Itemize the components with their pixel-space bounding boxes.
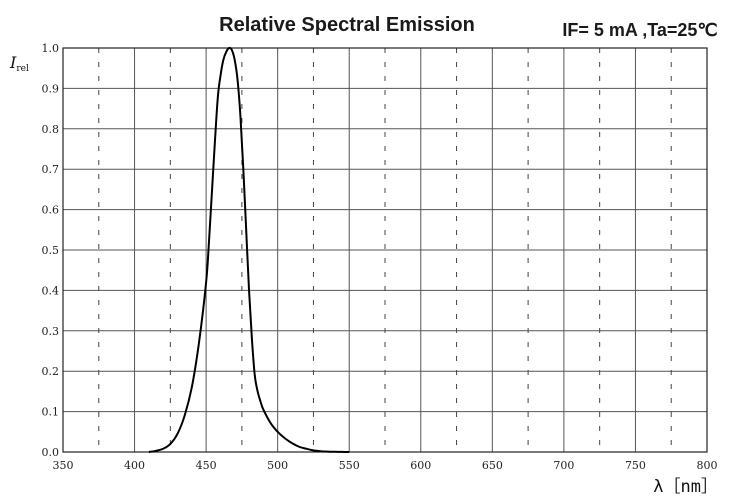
x-tick-label: 750 (625, 459, 646, 472)
x-tick-label: 350 (53, 459, 74, 472)
x-tick-label: 600 (410, 459, 431, 472)
x-tick-label: 650 (482, 459, 503, 472)
chart-subtitle: IF= 5 mA ,Ta=25℃ (562, 20, 717, 40)
y-tick-label: 0.7 (42, 163, 60, 176)
x-tick-label: 550 (339, 459, 360, 472)
x-axis-label: λ［nm］ (653, 477, 718, 497)
y-tick-label: 0.3 (42, 325, 60, 338)
y-tick-labels: 0.0 0.1 0.2 0.3 0.4 0.5 0.6 0.7 0.8 0.9 1.0 (42, 42, 60, 459)
y-axis-label-sub: rel (16, 64, 29, 74)
y-tick-label: 0.8 (42, 123, 60, 136)
y-tick-label: 0.9 (42, 82, 60, 95)
y-tick-label: 0.4 (42, 284, 60, 297)
x-tick-labels: 350 400 450 500 550 600 650 700 750 800 (53, 459, 718, 472)
y-tick-label: 0.0 (42, 446, 60, 459)
plot-frame (62, 47, 708, 453)
y-tick-label: 0.1 (42, 406, 60, 419)
y-axis-label: Irel (9, 53, 29, 74)
y-tick-label: 1.0 (42, 42, 60, 55)
x-tick-label: 400 (124, 459, 145, 472)
x-tick-label: 450 (196, 459, 217, 472)
y-tick-label: 0.5 (42, 244, 60, 257)
y-axis-label-main: I (9, 53, 17, 72)
series-group (148, 46, 350, 453)
emission-curve-line (148, 46, 350, 453)
x-tick-label: 500 (267, 459, 288, 472)
chart-title: Relative Spectral Emission (219, 14, 475, 36)
x-tick-label: 800 (697, 459, 718, 472)
y-tick-label: 0.6 (42, 204, 60, 217)
x-tick-label: 700 (553, 459, 574, 472)
grid-lines (62, 47, 708, 453)
y-tick-label: 0.2 (42, 365, 60, 378)
